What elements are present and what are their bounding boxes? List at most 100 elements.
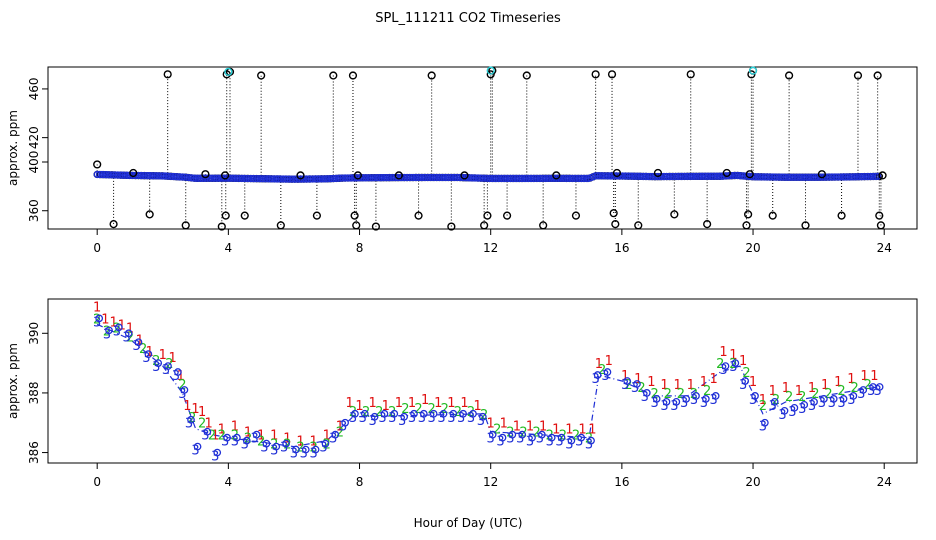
series-1-label: 1	[231, 420, 239, 435]
series-3-point	[488, 430, 497, 439]
averaged-point	[405, 173, 414, 182]
averaged-point	[490, 174, 498, 183]
raw-spike-point	[276, 221, 285, 230]
averaged-point	[375, 174, 384, 182]
series-3-label: 3	[398, 414, 406, 429]
averaged-point	[782, 173, 790, 181]
series-3-label: 3	[788, 405, 796, 420]
series-1-label: 1	[101, 312, 109, 327]
averaged-point	[603, 172, 611, 180]
averaged-point	[630, 172, 638, 180]
averaged-point	[235, 174, 244, 183]
series-3-point	[593, 371, 602, 379]
series-2-label: 2	[283, 438, 291, 453]
averaged-point	[288, 175, 296, 183]
series-1-label: 1	[395, 396, 403, 411]
raw-spike-point	[163, 70, 172, 79]
series-3-label: 3	[201, 429, 209, 444]
series-1-label: 1	[595, 357, 603, 372]
series-1-label: 1	[634, 372, 642, 387]
series-3-label: 3	[585, 438, 593, 453]
raw-spike-point	[427, 71, 436, 80]
series-3-point	[875, 383, 884, 391]
series-3-label: 3	[847, 393, 855, 408]
averaged-point	[281, 175, 290, 183]
series-2-label: 2	[188, 411, 196, 426]
raw-spike-point	[93, 160, 102, 169]
series-1-label: 1	[93, 300, 101, 315]
averaged-point	[522, 174, 531, 183]
averaged-point	[428, 173, 436, 182]
series-3-point	[682, 395, 691, 403]
averaged-point	[795, 173, 804, 181]
series-2-label: 2	[598, 363, 606, 378]
series-1-label: 1	[323, 429, 331, 444]
raw-spike-point	[353, 171, 362, 180]
series-2-label: 2	[467, 405, 475, 420]
averaged-point	[442, 173, 450, 182]
series-1-label: 1	[621, 369, 629, 384]
averaged-point	[864, 172, 873, 181]
averaged-point	[747, 172, 756, 181]
series-2-label: 2	[152, 354, 160, 369]
averaged-point	[492, 174, 501, 183]
raw-spike-point	[145, 210, 154, 219]
averaged-point	[683, 172, 691, 181]
averaged-point	[809, 173, 818, 181]
series-1-label: 1	[168, 351, 176, 366]
averaged-point	[171, 172, 179, 181]
series-3-label: 3	[378, 411, 386, 426]
averaged-point	[729, 171, 737, 180]
series-3-point	[623, 377, 631, 385]
raw-spike-point	[785, 71, 794, 80]
series-3-point	[213, 448, 222, 457]
series-3-point	[187, 415, 195, 424]
raw-spike-point	[220, 171, 230, 180]
panel2-y-tick-label: 386	[27, 441, 41, 464]
averaged-point	[479, 174, 487, 182]
series-3-point	[311, 445, 320, 454]
series-3-point	[528, 433, 536, 442]
averaged-point	[408, 173, 416, 182]
series-3-label: 3	[710, 393, 718, 408]
series-3-point	[642, 389, 651, 397]
averaged-point	[437, 173, 446, 182]
averaged-point	[201, 174, 209, 182]
series-3-point	[701, 395, 710, 403]
raw-spike-point	[480, 221, 489, 230]
series-2-label: 2	[362, 405, 370, 420]
series-3-label: 3	[719, 363, 727, 378]
averaged-point	[247, 174, 255, 183]
series-3-label: 3	[388, 411, 396, 426]
averaged-point	[102, 171, 111, 179]
series-1-label: 1	[177, 369, 185, 384]
averaged-point	[834, 173, 843, 181]
series-3-point	[538, 430, 546, 439]
series-3-point	[711, 392, 720, 400]
averaged-point	[341, 174, 349, 182]
averaged-point	[453, 173, 462, 182]
averaged-point	[150, 172, 159, 180]
series-3-label: 3	[837, 396, 845, 411]
averaged-point	[543, 174, 551, 183]
series-3-point	[262, 439, 271, 448]
series-3-point	[180, 386, 189, 394]
series-3-label: 3	[191, 444, 199, 459]
series-3-label: 3	[162, 363, 170, 378]
averaged-point	[837, 173, 845, 181]
series-2-label: 2	[585, 432, 593, 447]
averaged-point	[715, 172, 723, 180]
averaged-point	[706, 172, 714, 180]
series-3-label: 3	[408, 411, 416, 426]
averaged-point	[488, 174, 496, 183]
averaged-point	[502, 174, 510, 183]
series-3-point	[849, 392, 858, 400]
averaged-point	[371, 174, 379, 182]
series-2-label: 2	[506, 426, 514, 441]
panel2-y-axis: 386 388 390	[27, 322, 48, 464]
series-3-point	[498, 433, 507, 442]
panel1-x-tick-label: 4	[225, 241, 233, 255]
averaged-point	[336, 174, 345, 182]
averaged-point	[853, 173, 861, 181]
raw-spike-point	[502, 211, 512, 220]
